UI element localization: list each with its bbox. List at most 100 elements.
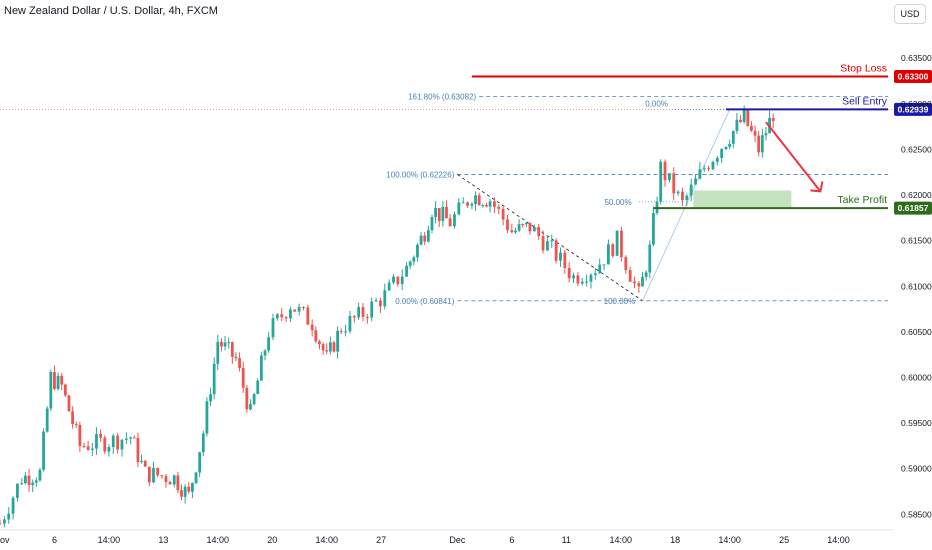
candle-body bbox=[663, 161, 667, 181]
candle-body bbox=[160, 475, 164, 477]
candle-body bbox=[676, 191, 680, 194]
candle-body bbox=[71, 411, 74, 424]
candle-body bbox=[38, 469, 42, 481]
candle-body bbox=[667, 173, 671, 181]
price-tag bbox=[894, 102, 932, 116]
candle-body bbox=[412, 257, 416, 262]
trade-levels: Stop Loss 0.63300 Sell Entry 0.62939 Take Pr… bbox=[471, 62, 932, 215]
candle-body bbox=[190, 482, 194, 492]
x-tick-label: Dec bbox=[449, 535, 466, 545]
candle-body bbox=[357, 307, 361, 318]
candle-body bbox=[259, 355, 263, 381]
candle-body bbox=[615, 230, 619, 256]
candle-body bbox=[280, 314, 284, 318]
candle-body bbox=[652, 213, 655, 245]
candle-body bbox=[707, 168, 710, 170]
candle-body bbox=[252, 394, 256, 405]
candle-body bbox=[524, 222, 528, 225]
candle-body bbox=[310, 324, 314, 331]
candle-body bbox=[53, 372, 56, 389]
candle-body bbox=[129, 437, 133, 439]
x-tick-label: 6 bbox=[509, 535, 514, 545]
candle-body bbox=[602, 264, 606, 266]
candle-body bbox=[27, 475, 31, 486]
candle-body bbox=[339, 330, 343, 332]
candle-body bbox=[731, 131, 735, 144]
candle-body bbox=[506, 219, 509, 231]
candle-body bbox=[633, 281, 636, 284]
candle-body bbox=[572, 275, 575, 279]
candle-body bbox=[302, 306, 305, 308]
candle-body bbox=[152, 467, 155, 483]
candle-body bbox=[168, 481, 172, 485]
candle-body bbox=[103, 437, 107, 452]
candle-body bbox=[180, 490, 183, 497]
fib-trend-line bbox=[642, 109, 731, 301]
candle-body bbox=[715, 157, 719, 162]
candle-body bbox=[256, 380, 260, 395]
candle-body bbox=[589, 274, 593, 282]
candle-body bbox=[493, 201, 496, 207]
candle-body bbox=[42, 431, 45, 470]
candle-body bbox=[698, 169, 702, 179]
candle-body bbox=[374, 300, 378, 302]
candle-body bbox=[672, 173, 676, 194]
price-tag-label: 0.63300 bbox=[898, 71, 929, 81]
candle-body bbox=[86, 446, 90, 450]
candle-body bbox=[78, 424, 82, 446]
candle-body bbox=[156, 467, 160, 476]
candle-body bbox=[82, 445, 86, 447]
candle-body bbox=[702, 168, 706, 170]
x-tick-label: 6 bbox=[52, 535, 57, 545]
y-tick-label: 0.63500 bbox=[901, 53, 932, 63]
candle-body bbox=[361, 307, 365, 317]
fib-level-label: 161.80% (0.63082) bbox=[408, 92, 476, 101]
candles bbox=[0, 105, 775, 528]
candle-body bbox=[20, 483, 24, 485]
candle-body bbox=[711, 161, 715, 170]
candle-body bbox=[392, 276, 395, 283]
candle-body bbox=[739, 119, 742, 123]
candle-body bbox=[67, 395, 71, 412]
candle-body bbox=[541, 236, 545, 251]
candle-body bbox=[201, 433, 205, 453]
candle-body bbox=[230, 342, 234, 357]
candle-body bbox=[559, 252, 562, 261]
candle-body bbox=[289, 309, 292, 319]
candle-body bbox=[321, 344, 325, 351]
candle-body bbox=[7, 513, 11, 520]
candle-body bbox=[336, 330, 339, 352]
candle-body bbox=[344, 331, 347, 333]
candle-body bbox=[474, 195, 477, 204]
candle-body bbox=[383, 290, 387, 307]
candle-body bbox=[567, 267, 571, 279]
take-profit-zone bbox=[693, 190, 792, 209]
candle-body bbox=[120, 439, 124, 450]
candle-body bbox=[430, 217, 434, 231]
candle-body bbox=[183, 486, 187, 497]
candle-body bbox=[245, 387, 249, 410]
price-tag-label: 0.61857 bbox=[898, 203, 929, 213]
axes: 0.63500 0.63000 0.62500 0.62000 0.61500 0.610… bbox=[0, 53, 932, 545]
candle-body bbox=[501, 208, 505, 220]
candle-body bbox=[437, 208, 441, 221]
currency-button[interactable]: USD bbox=[894, 4, 926, 24]
candle-body bbox=[271, 318, 275, 338]
candle-body bbox=[220, 341, 223, 347]
candle-body bbox=[694, 178, 697, 185]
y-tick-label: 0.59500 bbox=[901, 418, 932, 428]
candle-body bbox=[143, 460, 147, 467]
candle-body bbox=[689, 184, 693, 196]
candle-body bbox=[405, 265, 408, 277]
take-profit-zone-rect bbox=[693, 190, 792, 209]
candle-body bbox=[396, 276, 400, 285]
candle-body bbox=[481, 204, 485, 206]
candle-body bbox=[735, 119, 739, 132]
candle-body bbox=[16, 483, 19, 498]
candle-body bbox=[659, 161, 663, 202]
candle-body bbox=[477, 195, 481, 206]
candle-body bbox=[328, 342, 332, 352]
candle-body bbox=[628, 270, 632, 282]
x-tick-label: 14:00 bbox=[609, 535, 632, 545]
